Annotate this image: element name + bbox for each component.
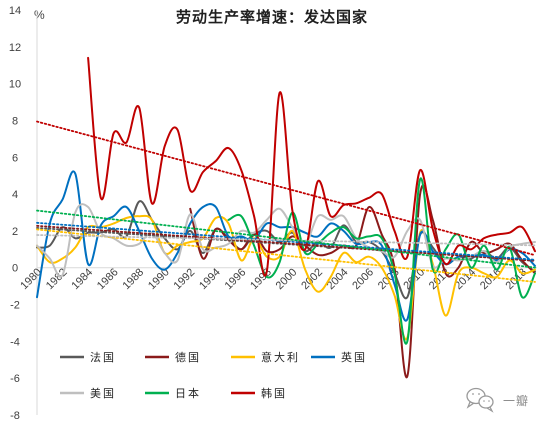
legend-label: 法国: [90, 350, 116, 364]
trend-lines: [36, 120, 536, 283]
trend-line-3: [36, 228, 536, 283]
trend-line-4: [36, 221, 536, 261]
legend-item: 意大利: [231, 350, 300, 364]
trend-line-5: [36, 234, 536, 247]
legend-item: 德国: [145, 350, 201, 364]
legend-label: 意大利: [261, 350, 300, 364]
y-tick-label: 10: [9, 79, 21, 91]
y-tick-label: -6: [10, 373, 20, 385]
series-line-4: [36, 170, 536, 322]
y-tick-label: 2: [12, 226, 18, 238]
series-lines: [36, 56, 536, 379]
legend-label: 美国: [90, 387, 116, 400]
watermark-text: 一瓣: [503, 394, 529, 408]
y-tick-label: 8: [12, 115, 18, 127]
legend-item: 韩国: [231, 386, 287, 400]
legend-item: 日本: [145, 386, 201, 400]
y-tick-label: -8: [10, 410, 20, 422]
series-line-7: [87, 56, 536, 277]
y-tick-label: -2: [10, 300, 20, 312]
y-tick-label: 12: [9, 42, 21, 54]
y-tick-label: -4: [10, 336, 20, 348]
legend-label: 日本: [175, 386, 201, 400]
legend-label: 英国: [341, 350, 367, 364]
y-axis-unit: %: [34, 8, 45, 22]
trend-line-7: [36, 120, 536, 257]
trend-line-6: [36, 209, 536, 269]
y-tick-label: 6: [12, 152, 18, 164]
legend-label: 韩国: [261, 386, 287, 400]
wechat-icon: [466, 387, 494, 413]
legend-item: 美国: [60, 387, 116, 400]
y-tick-labels: 14 12 10 8 6 4 2 0 -2 -4 -6 -8: [9, 5, 21, 422]
watermark: 一瓣: [466, 387, 529, 413]
y-tick-label: 4: [12, 189, 18, 201]
legend-item: 英国: [311, 350, 367, 364]
series-line-6: [227, 177, 536, 345]
axes: [36, 10, 537, 415]
chart-title: 劳动生产率增速：发达国家: [176, 8, 368, 26]
y-tick-label: 0: [12, 263, 18, 275]
legend-item: 法国: [60, 350, 116, 364]
trend-line-2: [36, 224, 536, 262]
y-tick-label: 14: [9, 5, 21, 17]
legend-label: 德国: [175, 350, 201, 364]
